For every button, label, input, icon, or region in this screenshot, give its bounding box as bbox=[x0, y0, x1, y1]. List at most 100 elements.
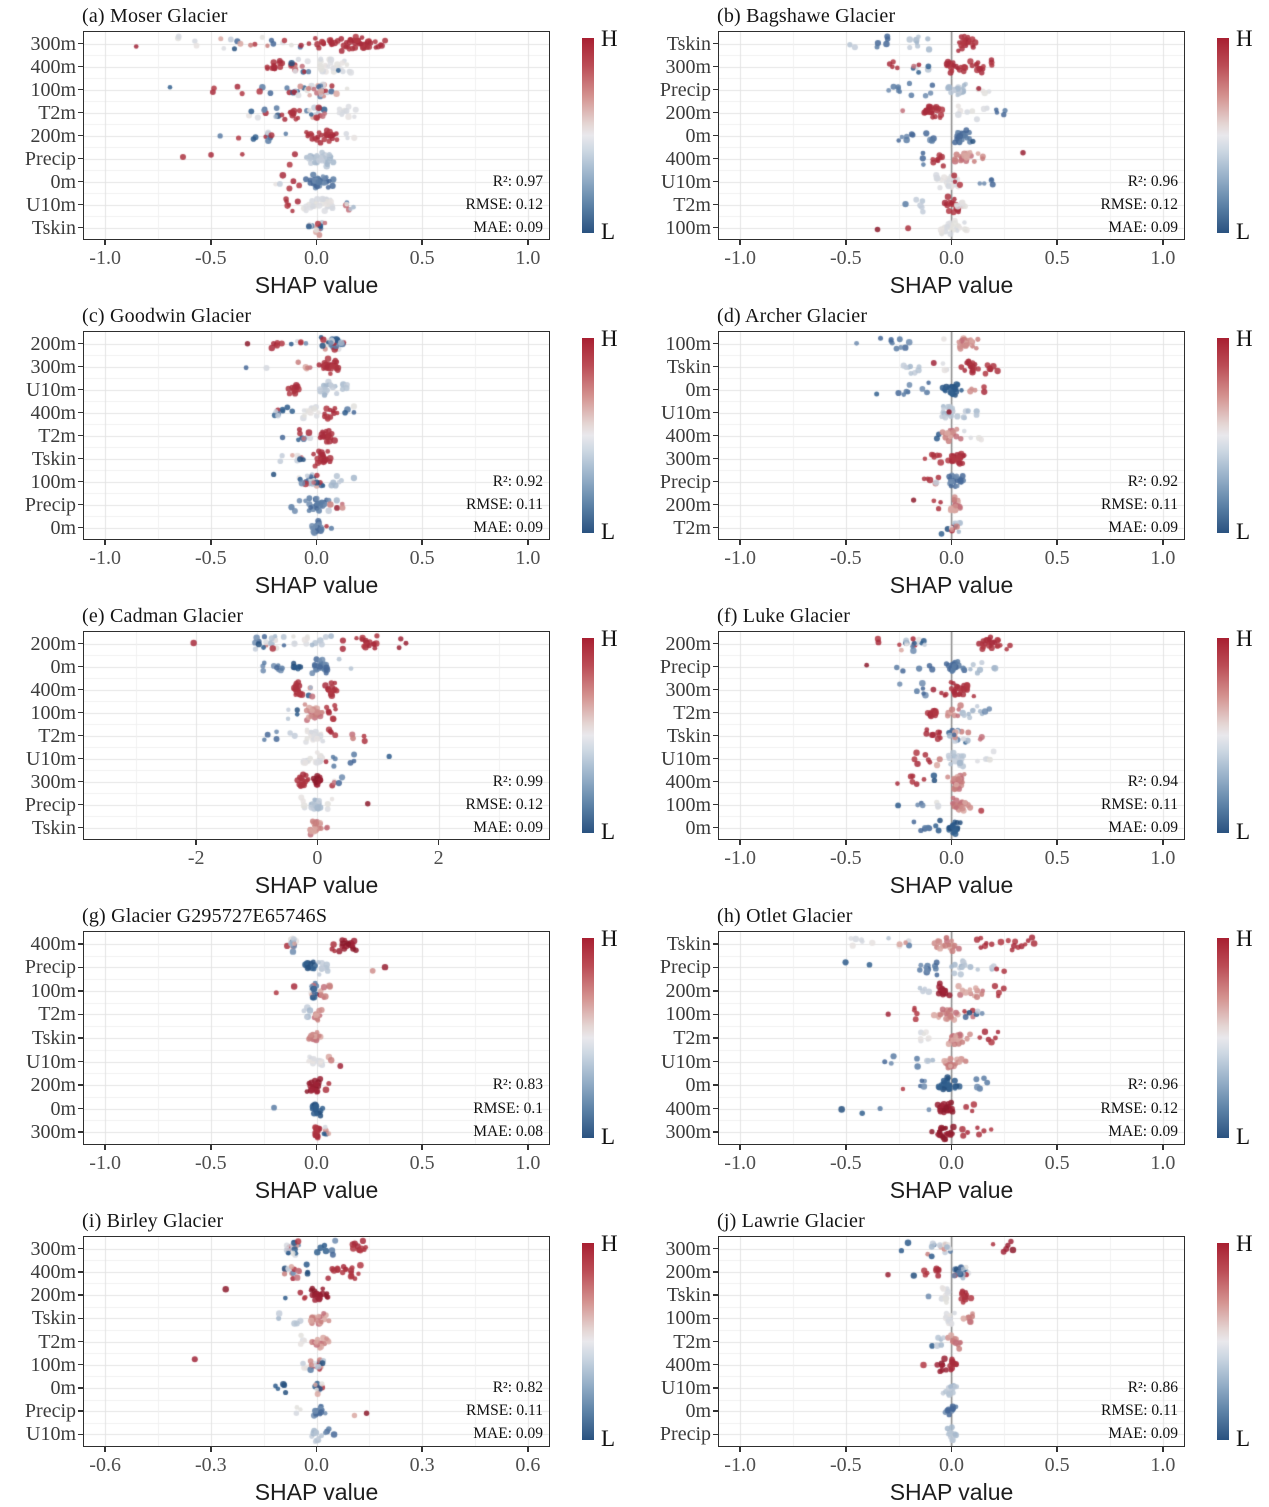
colorbar bbox=[582, 1243, 594, 1440]
y-axis-label: U10m bbox=[26, 378, 76, 401]
x-tick-mark bbox=[739, 839, 741, 845]
x-tick-mark bbox=[1162, 839, 1164, 845]
y-tick-mark bbox=[713, 688, 719, 691]
colorbar-high-label: H bbox=[601, 1231, 618, 1256]
x-tick-label: 1.0 bbox=[515, 247, 541, 269]
x-tick-label: -0.5 bbox=[829, 1152, 862, 1174]
x-tick-mark bbox=[1162, 1144, 1164, 1150]
colorbar-high-label: H bbox=[601, 626, 618, 651]
y-axis-label: 0m bbox=[50, 170, 76, 193]
beeswarm-canvas bbox=[719, 932, 1184, 1144]
x-axis-title: SHAP value bbox=[889, 1479, 1014, 1505]
y-axis-label: 400m bbox=[665, 1097, 711, 1120]
x-tick-label: -0.5 bbox=[829, 247, 862, 269]
stats-r2: R²: 0.94 bbox=[1127, 772, 1178, 790]
panel-title: (f) Luke Glacier bbox=[717, 605, 851, 627]
y-axis-label: Tskin bbox=[31, 816, 76, 839]
x-tick-mark bbox=[315, 1144, 318, 1150]
y-tick-mark bbox=[713, 1433, 719, 1436]
y-tick-mark bbox=[713, 943, 719, 945]
x-tick-mark bbox=[315, 1446, 318, 1452]
y-axis-label: T2m bbox=[38, 724, 76, 747]
y-tick-mark bbox=[78, 1340, 84, 1343]
y-axis-label: U10m bbox=[26, 193, 76, 216]
x-tick-mark bbox=[950, 539, 953, 545]
colorbar-low-label: L bbox=[601, 819, 616, 844]
stats-rmse: RMSE: 0.12 bbox=[1100, 195, 1178, 213]
y-tick-mark bbox=[713, 457, 719, 460]
stats-r2: R²: 0.96 bbox=[1127, 1076, 1178, 1094]
y-tick-mark bbox=[713, 803, 719, 806]
y-axis-label: Tskin bbox=[666, 724, 711, 747]
panel-title: (d) Archer Glacier bbox=[717, 305, 868, 327]
colorbar bbox=[582, 38, 594, 233]
colorbar-high-label: H bbox=[601, 326, 618, 351]
x-tick-label: -1.0 bbox=[89, 1152, 121, 1174]
y-axis-label: Tskin bbox=[666, 32, 711, 55]
y-axis-label: U10m bbox=[661, 401, 711, 424]
y-axis-label: 0m bbox=[685, 124, 711, 147]
y-axis-label: Tskin bbox=[666, 932, 711, 955]
y-axis-label: U10m bbox=[661, 747, 711, 770]
y-axis-label: 100m bbox=[665, 1003, 711, 1026]
x-tick-mark bbox=[845, 839, 847, 845]
x-tick-label: 0.0 bbox=[304, 1454, 329, 1476]
stats-rmse: RMSE: 0.11 bbox=[466, 1402, 543, 1420]
x-tick-label: 0.6 bbox=[515, 1454, 541, 1476]
beeswarm-canvas bbox=[84, 332, 549, 539]
y-axis-label: 200m bbox=[665, 101, 711, 124]
y-axis-label: U10m bbox=[26, 747, 76, 770]
y-axis-label: T2m bbox=[673, 516, 711, 539]
x-tick-mark bbox=[845, 1144, 847, 1150]
x-tick-mark bbox=[527, 1446, 529, 1452]
y-axis-label: 300m bbox=[30, 32, 76, 55]
y-axis-label: T2m bbox=[38, 1330, 76, 1353]
x-tick-label: 0.5 bbox=[1044, 547, 1070, 569]
y-tick-mark bbox=[78, 803, 84, 806]
y-tick-mark bbox=[713, 526, 719, 529]
x-tick-mark bbox=[739, 539, 741, 545]
y-tick-mark bbox=[713, 65, 719, 68]
y-axis-label: U10m bbox=[26, 1050, 76, 1073]
y-tick-mark bbox=[78, 1131, 84, 1133]
colorbar-low-label: L bbox=[1236, 1426, 1251, 1451]
stats-rmse: RMSE: 0.11 bbox=[1101, 495, 1178, 513]
colorbar bbox=[582, 938, 594, 1138]
colorbar bbox=[1217, 638, 1229, 833]
y-tick-mark bbox=[78, 1317, 84, 1320]
x-axis-title: SHAP value bbox=[254, 272, 379, 298]
x-tick-label: 1.0 bbox=[1150, 1454, 1176, 1476]
y-tick-mark bbox=[78, 342, 84, 345]
y-tick-mark bbox=[78, 1107, 84, 1110]
colorbar-low-label: L bbox=[601, 519, 616, 544]
x-tick-label: 0.5 bbox=[409, 1152, 435, 1174]
x-tick-mark bbox=[195, 839, 197, 845]
y-axis-label: 100m bbox=[30, 979, 76, 1002]
subplot-j: (j) Lawrie Glacier 300m 200m Tskin 100m T2m 40… bbox=[635, 1205, 1269, 1507]
y-axis-label: 300m bbox=[665, 678, 711, 701]
y-axis-label: 100m bbox=[30, 470, 76, 493]
y-axis-label: 300m bbox=[30, 1237, 76, 1260]
y-axis-label: 0m bbox=[50, 1097, 76, 1120]
stats-r2: R²: 0.92 bbox=[1127, 472, 1178, 490]
x-tick-label: -1.0 bbox=[724, 547, 756, 569]
x-tick-mark bbox=[845, 239, 847, 245]
y-tick-mark bbox=[713, 111, 719, 114]
y-tick-mark bbox=[713, 1084, 719, 1086]
stats-r2: R²: 0.99 bbox=[492, 772, 543, 790]
x-tick-label: -0.5 bbox=[194, 247, 227, 269]
x-tick-label: 0.5 bbox=[1044, 1152, 1070, 1174]
y-tick-mark bbox=[713, 1363, 719, 1366]
colorbar-high-label: H bbox=[1236, 26, 1253, 51]
x-tick-label: 0.5 bbox=[1044, 847, 1070, 869]
stats-r2: R²: 0.97 bbox=[492, 172, 543, 190]
y-axis-label: 400m bbox=[665, 424, 711, 447]
y-tick-mark bbox=[78, 65, 84, 68]
stats-mae: MAE: 0.09 bbox=[1108, 218, 1178, 236]
y-tick-mark bbox=[78, 365, 84, 368]
stats-rmse: RMSE: 0.11 bbox=[466, 495, 543, 513]
x-tick-mark bbox=[210, 1446, 212, 1452]
y-tick-mark bbox=[713, 711, 719, 714]
stats-mae: MAE: 0.09 bbox=[1108, 1123, 1178, 1141]
